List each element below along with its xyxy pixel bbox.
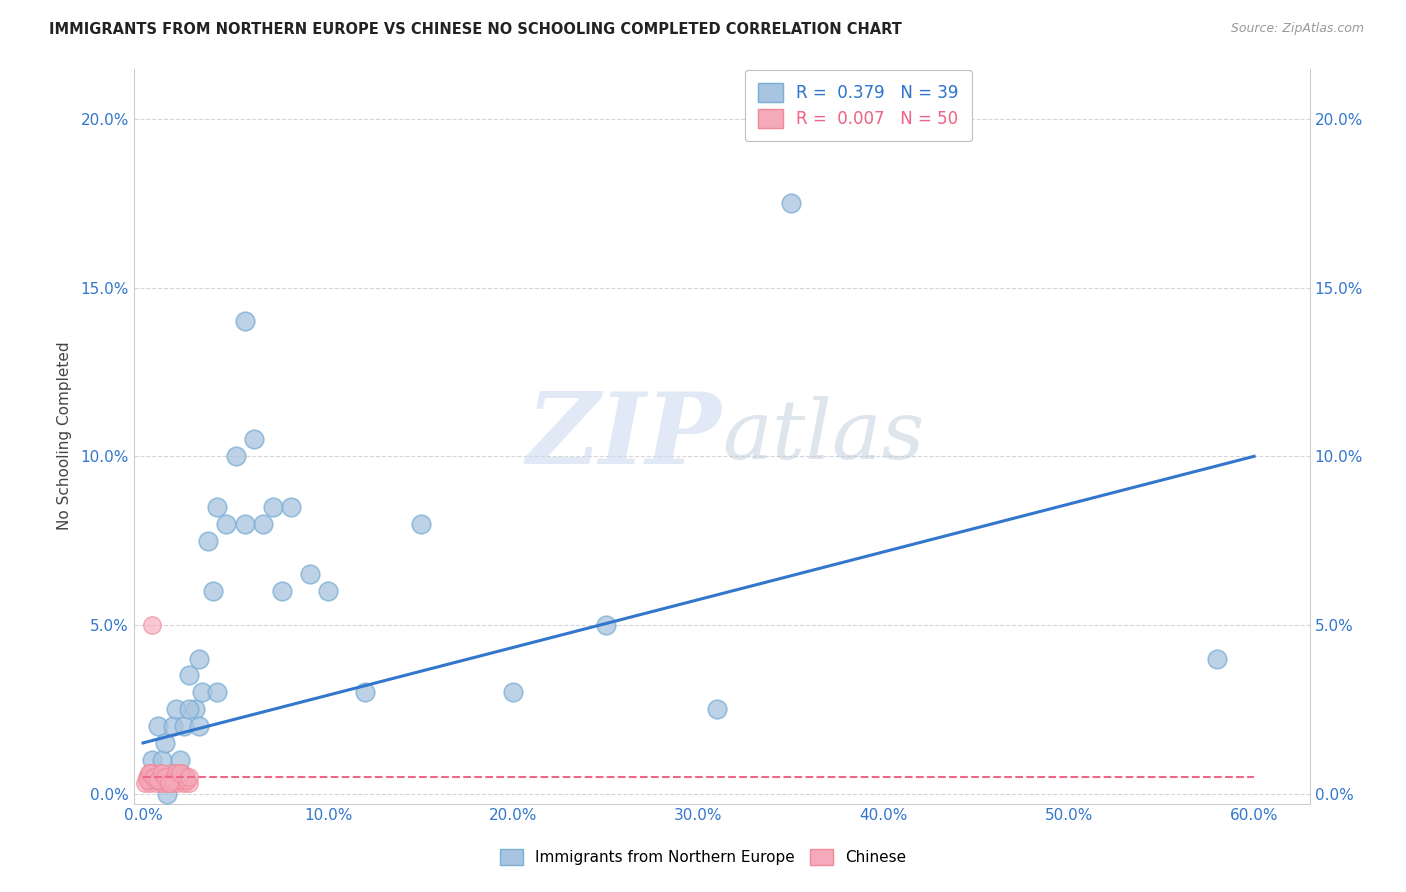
Point: [354, 685, 377, 699]
Point: [163, 770, 186, 784]
Point: [165, 766, 187, 780]
Point: [179, 668, 201, 682]
Point: [169, 770, 191, 784]
Point: [145, 776, 167, 790]
Point: [141, 766, 163, 780]
Point: [167, 772, 190, 787]
Point: [165, 772, 187, 787]
Point: [145, 772, 167, 787]
Point: [146, 719, 169, 733]
Point: [162, 776, 184, 790]
Point: [502, 685, 524, 699]
Point: [173, 770, 195, 784]
Point: [215, 516, 238, 531]
Point: [159, 772, 181, 787]
Point: [157, 776, 180, 790]
Point: [146, 770, 169, 784]
Point: [150, 753, 173, 767]
Point: [155, 770, 177, 784]
Point: [197, 533, 219, 548]
Text: ZIP: ZIP: [527, 388, 721, 484]
Point: [155, 772, 177, 787]
Point: [170, 772, 193, 787]
Point: [298, 567, 321, 582]
Point: [163, 770, 186, 784]
Point: [243, 433, 266, 447]
Point: [262, 500, 284, 514]
Point: [270, 584, 292, 599]
Point: [156, 787, 179, 801]
Text: Source: ZipAtlas.com: Source: ZipAtlas.com: [1230, 22, 1364, 36]
Point: [1206, 651, 1229, 665]
Point: [138, 772, 160, 787]
Legend: R =  0.379   N = 39, R =  0.007   N = 50: R = 0.379 N = 39, R = 0.007 N = 50: [745, 70, 972, 141]
Point: [143, 770, 166, 784]
Point: [706, 702, 728, 716]
Point: [179, 776, 201, 790]
Point: [205, 685, 228, 699]
Point: [141, 618, 163, 632]
Point: [169, 766, 191, 780]
Point: [135, 770, 157, 784]
Point: [139, 766, 162, 780]
Point: [170, 766, 193, 780]
Point: [138, 766, 160, 780]
Legend: Immigrants from Northern Europe, Chinese: Immigrants from Northern Europe, Chinese: [494, 843, 912, 871]
Point: [316, 584, 339, 599]
Point: [152, 770, 174, 784]
Text: IMMIGRANTS FROM NORTHERN EUROPE VS CHINESE NO SCHOOLING COMPLETED CORRELATION CH: IMMIGRANTS FROM NORTHERN EUROPE VS CHINE…: [49, 22, 903, 37]
Point: [157, 770, 180, 784]
Point: [150, 766, 173, 780]
Point: [162, 719, 184, 733]
Point: [146, 772, 169, 787]
Point: [173, 719, 195, 733]
Text: atlas: atlas: [721, 396, 924, 476]
Point: [179, 702, 201, 716]
Point: [252, 516, 274, 531]
Point: [167, 776, 190, 790]
Point: [176, 772, 198, 787]
Point: [174, 770, 197, 784]
Point: [157, 770, 180, 784]
Point: [152, 770, 174, 784]
Point: [280, 500, 302, 514]
Point: [233, 516, 256, 531]
Point: [780, 196, 803, 211]
Point: [162, 772, 184, 787]
Point: [169, 753, 191, 767]
Point: [187, 719, 209, 733]
Point: [205, 500, 228, 514]
Point: [156, 772, 179, 787]
Point: [233, 314, 256, 328]
Point: [187, 651, 209, 665]
Point: [159, 766, 181, 780]
Point: [202, 584, 225, 599]
Point: [176, 772, 198, 787]
Point: [134, 776, 156, 790]
Point: [174, 770, 197, 784]
Point: [595, 618, 617, 632]
Point: [409, 516, 432, 531]
Point: [139, 776, 162, 790]
Point: [165, 702, 187, 716]
Point: [179, 770, 201, 784]
Point: [135, 772, 157, 787]
Point: [141, 770, 163, 784]
Point: [173, 776, 195, 790]
Point: [149, 766, 172, 780]
Point: [191, 685, 214, 699]
Point: [156, 776, 179, 790]
Point: [141, 753, 163, 767]
Y-axis label: No Schooling Completed: No Schooling Completed: [58, 342, 72, 531]
Point: [155, 736, 177, 750]
Point: [184, 702, 207, 716]
Point: [150, 776, 173, 790]
Point: [143, 772, 166, 787]
Point: [145, 770, 167, 784]
Point: [225, 450, 247, 464]
Point: [149, 772, 172, 787]
